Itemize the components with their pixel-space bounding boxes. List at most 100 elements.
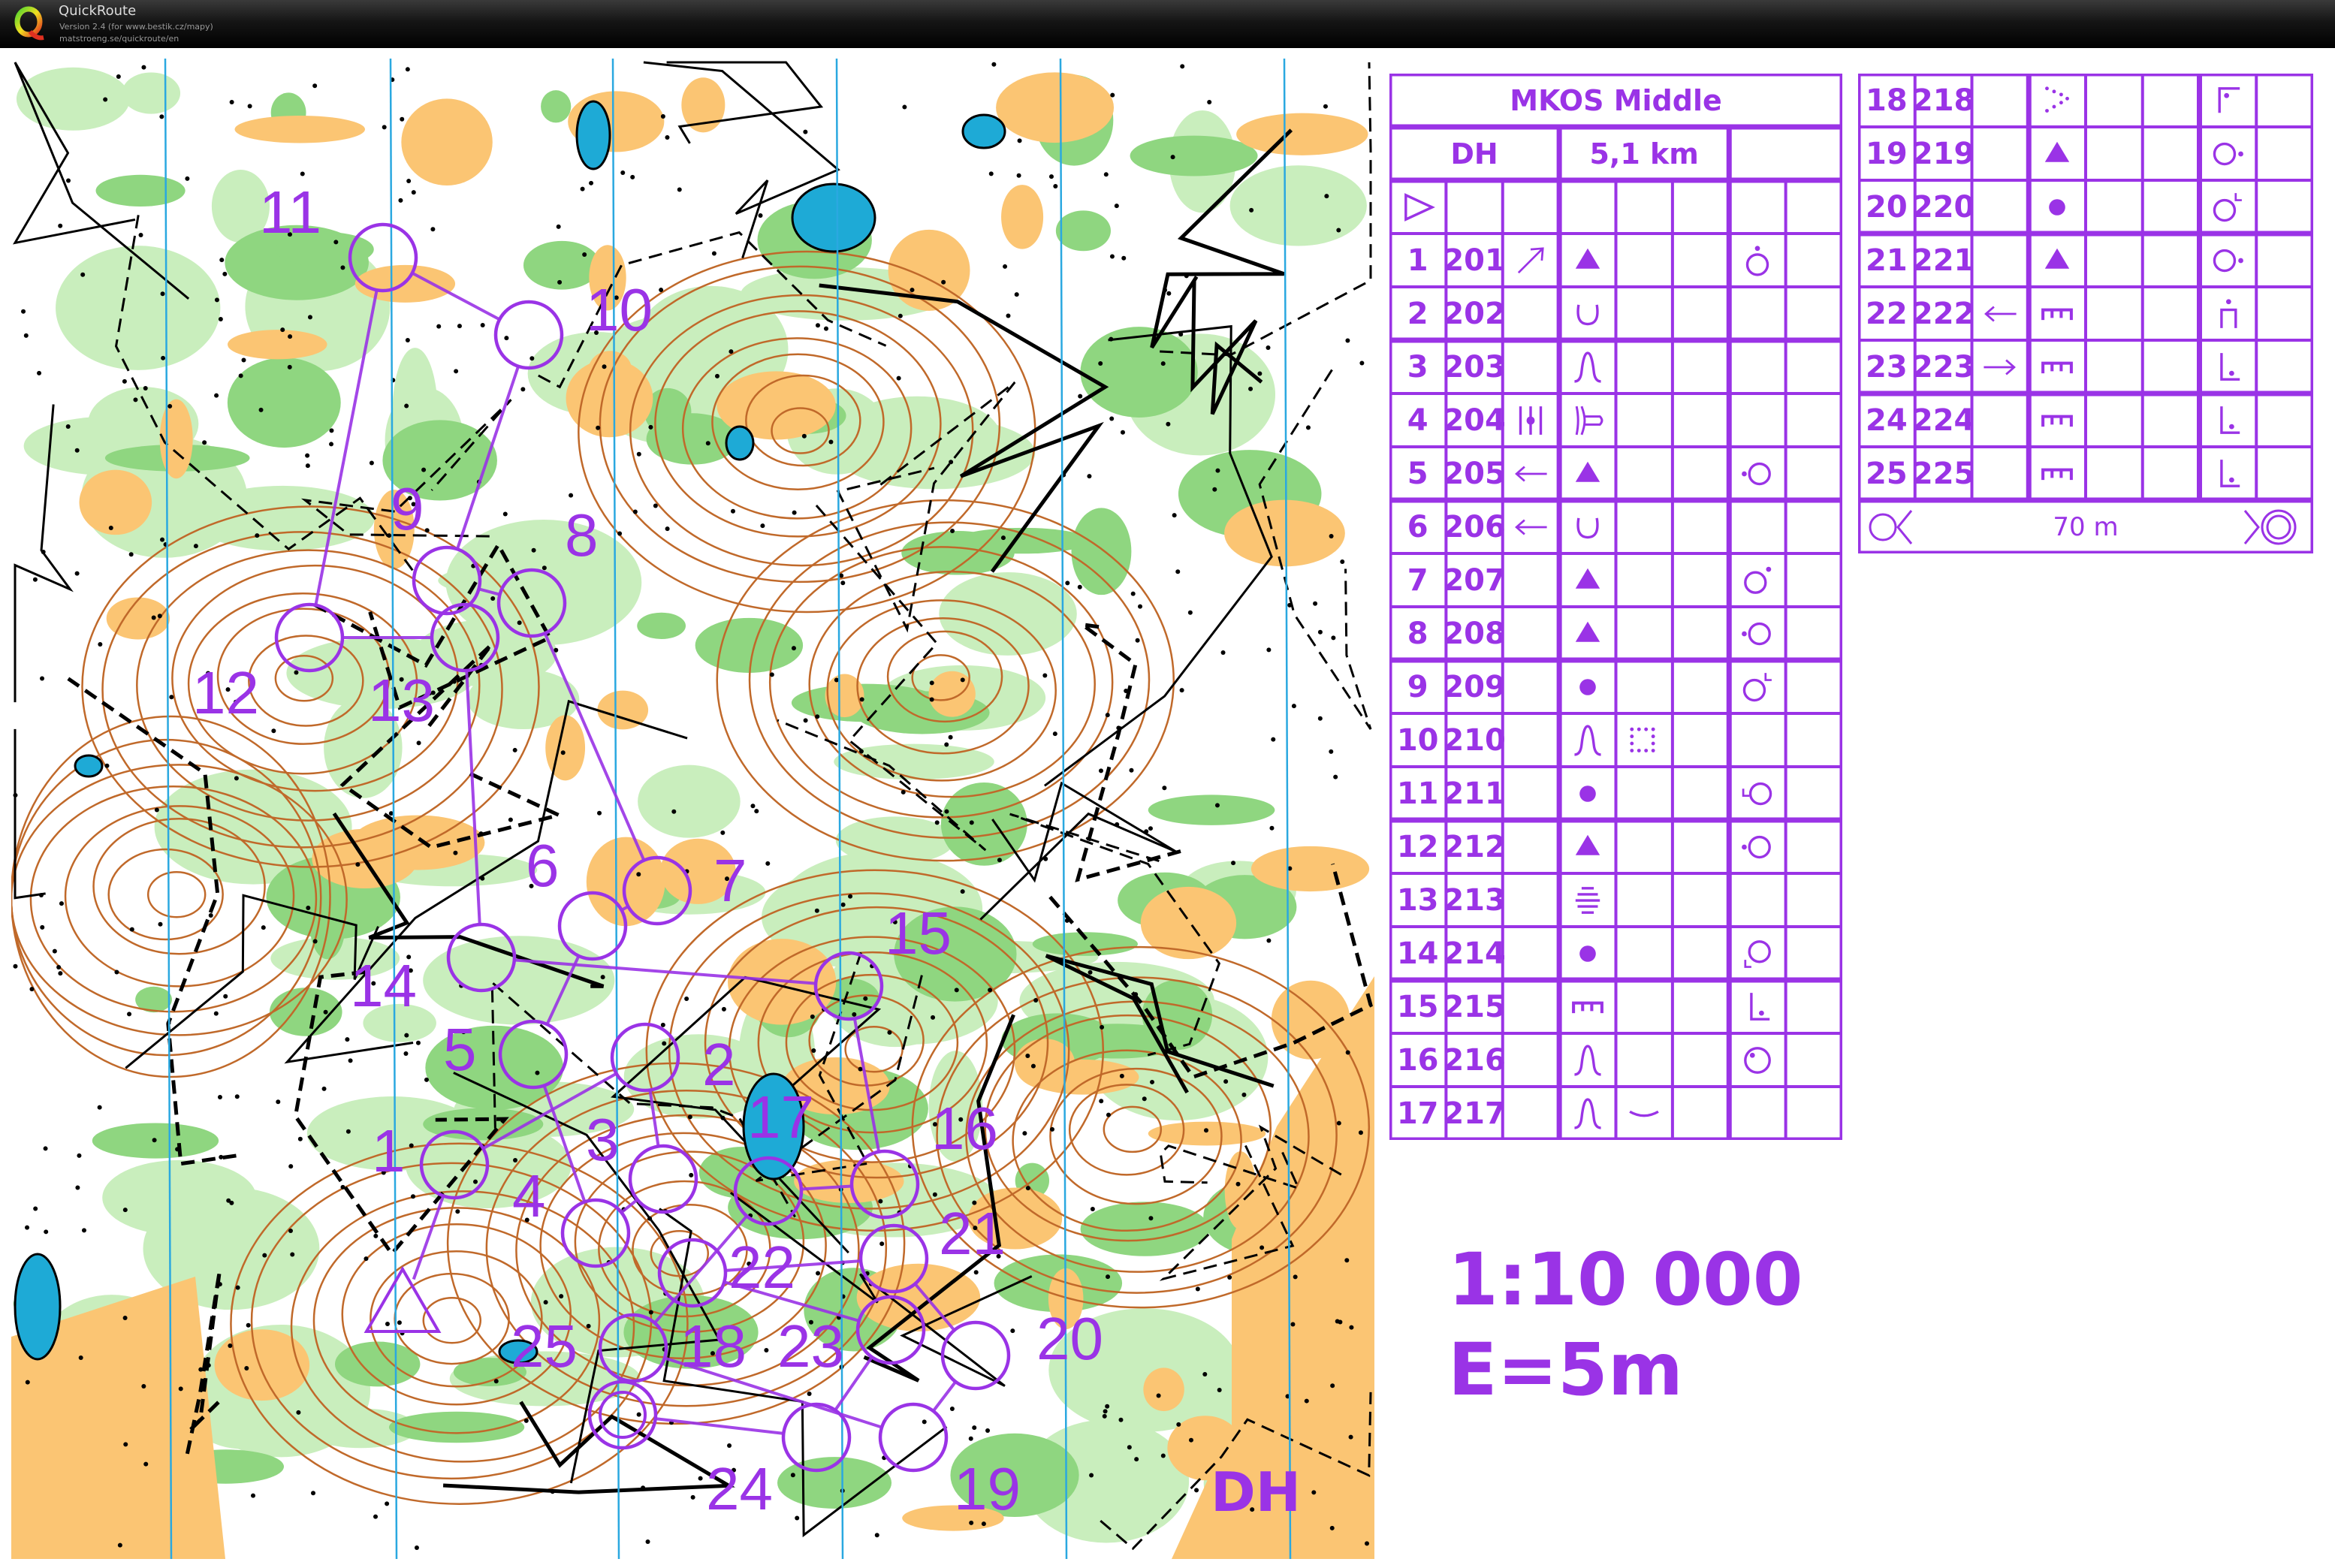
- boulder-dot: [560, 750, 566, 755]
- start-triangle-icon: [1389, 180, 1446, 234]
- forest-patch: [425, 1025, 564, 1110]
- boulder-dot: [645, 1539, 650, 1544]
- vegetation-patch: [363, 1003, 436, 1042]
- boulder-dot: [1305, 425, 1311, 430]
- course-leg: [411, 271, 501, 321]
- control-number: 25: [1866, 456, 1908, 491]
- app-url[interactable]: matstroeng.se/quickroute/en: [59, 34, 179, 44]
- boulder-dot: [1088, 969, 1093, 975]
- control-number: 25: [511, 1313, 578, 1380]
- control-number: 7: [713, 847, 747, 914]
- boulder-dot: [1336, 228, 1341, 233]
- contour-line: [748, 521, 1151, 839]
- boulder-dot: [44, 1229, 49, 1235]
- boulder-dot: [415, 1040, 421, 1045]
- path-track: [114, 215, 416, 574]
- boulder-dot: [223, 994, 228, 999]
- control-number: 15: [1396, 989, 1439, 1024]
- boulder-dot: [294, 670, 299, 675]
- triangle-icon: [1559, 607, 1615, 660]
- boulder-dot: [480, 323, 485, 328]
- location-corner-sw-icon: [1729, 927, 1785, 980]
- control-circle: [560, 1198, 631, 1268]
- contour-line: [745, 374, 861, 467]
- boulder-dot: [586, 1323, 591, 1328]
- course-leg: [542, 1084, 587, 1203]
- boulder-dot: [1048, 174, 1054, 179]
- boulder-dot: [1100, 1024, 1105, 1030]
- boulder-dot: [1271, 737, 1276, 742]
- control-number: 8: [1407, 616, 1428, 651]
- control-number: 16: [931, 1095, 998, 1162]
- boulder-dot: [554, 647, 559, 653]
- boulder-dot: [948, 734, 953, 740]
- boulder-dot: [280, 327, 285, 333]
- boulder-dot: [858, 749, 864, 754]
- boulder-dot: [226, 1198, 231, 1203]
- boulder-dot: [306, 906, 311, 911]
- course-leg: [648, 1090, 660, 1147]
- course-leg: [482, 1072, 617, 1150]
- control-number: 3: [586, 1106, 620, 1173]
- boulder-dot: [1160, 361, 1166, 366]
- boulder-dot: [1291, 704, 1296, 709]
- contour-line: [422, 1296, 482, 1344]
- boulder-dot: [1090, 1206, 1095, 1211]
- boulder-dot: [424, 528, 430, 533]
- boulder-dot: [66, 178, 71, 183]
- open-land-patch: [79, 469, 152, 535]
- arrow-w-icon: [1972, 287, 2029, 340]
- boulder-dot: [931, 1015, 936, 1020]
- path-track: [666, 61, 824, 144]
- boulder-dot: [397, 1320, 402, 1325]
- location-dot-inside-icon: [1729, 1033, 1785, 1087]
- boulder-dot: [801, 433, 807, 439]
- boulder-dot: [597, 810, 602, 816]
- course-length: 5,1 km: [1589, 137, 1699, 170]
- start-triangle-icon: [364, 1266, 442, 1333]
- control-number: 1: [1407, 243, 1428, 278]
- boulder-dot: [1118, 1417, 1124, 1422]
- boulder-dot: [557, 279, 563, 285]
- boulder-dot: [954, 988, 959, 993]
- boulder-dot: [949, 460, 954, 465]
- boulder-dot: [1212, 487, 1217, 492]
- boulder-dot: [1148, 1216, 1154, 1221]
- control-number: 12: [1396, 829, 1439, 864]
- vegetation-patch: [324, 697, 403, 798]
- boulder-dot: [202, 440, 207, 445]
- boulder-dot: [671, 809, 677, 814]
- boulder-dot: [1087, 474, 1092, 479]
- boulder-dot: [968, 1436, 973, 1441]
- control-code: 217: [1443, 1096, 1506, 1131]
- control-circle: [557, 891, 628, 961]
- boulder-dot: [29, 987, 35, 992]
- boulder-dot: [795, 1515, 800, 1521]
- boulder-dot: [1266, 345, 1271, 351]
- control-number: 11: [1396, 776, 1439, 811]
- boulder-dot: [478, 831, 484, 837]
- boulder-dot: [1214, 803, 1220, 808]
- boulder-dot: [154, 807, 159, 813]
- boulder-dot: [175, 1147, 180, 1152]
- boulder-dot: [1331, 635, 1336, 641]
- forest-patch: [695, 617, 804, 673]
- boulder-dot: [1043, 856, 1048, 861]
- boulder-dot: [1133, 992, 1139, 997]
- open-land-patch: [545, 715, 586, 781]
- open-land-patch: [681, 77, 726, 133]
- boulder-dot: [754, 809, 759, 814]
- boulder-dot: [1266, 647, 1272, 653]
- finish-circle-icon: [1869, 509, 1912, 544]
- boulder-dot: [185, 176, 190, 181]
- boulder-dot: [729, 349, 734, 354]
- boulder-dot: [1249, 207, 1254, 213]
- boulder-dot: [689, 1172, 694, 1178]
- contour-line: [370, 1250, 543, 1388]
- boulder-dot: [430, 227, 436, 232]
- boulder-dot: [810, 1014, 815, 1019]
- boulder-dot: [128, 552, 134, 557]
- boulder-dot: [950, 529, 955, 534]
- boulder-dot: [1053, 183, 1058, 188]
